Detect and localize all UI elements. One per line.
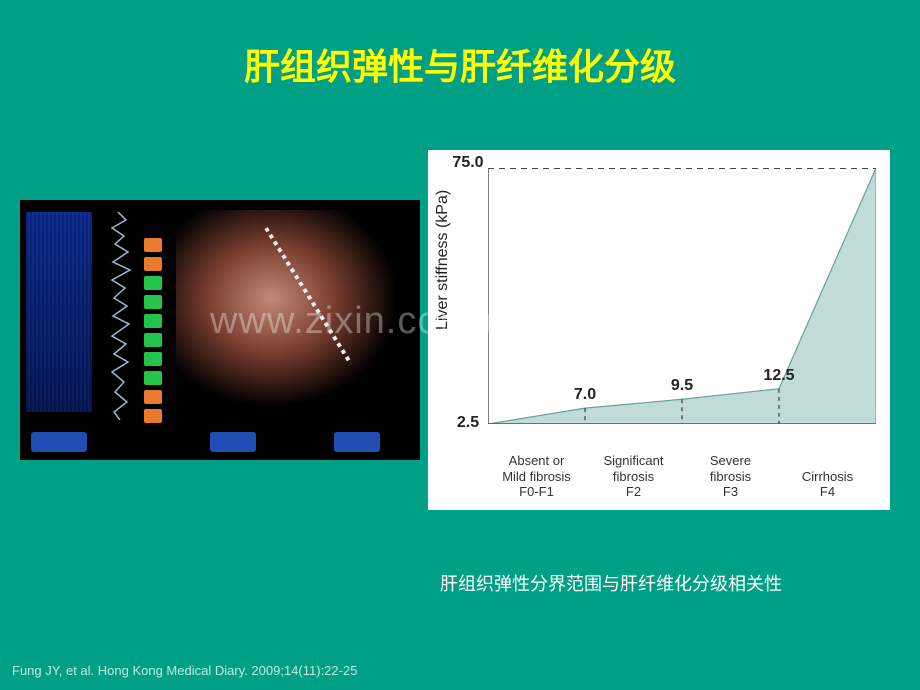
us-bar <box>144 352 162 366</box>
chart-category-label: SeverefibrosisF3 <box>686 453 775 500</box>
chart-value-label: 75.0 <box>452 154 483 172</box>
chart-value-label: 2.5 <box>457 414 479 432</box>
us-probe-line <box>264 227 352 365</box>
us-grain-image <box>26 212 92 412</box>
slide-caption: 肝组织弹性分界范围与肝纤维化分级相关性 <box>440 570 782 596</box>
us-bar <box>144 238 162 252</box>
us-trace <box>98 212 138 420</box>
ultrasound-panel <box>20 200 420 460</box>
chart-category-label: CirrhosisF4 <box>783 469 872 500</box>
chart-value-label: 7.0 <box>574 386 596 404</box>
us-bars <box>144 208 170 452</box>
us-bar <box>144 276 162 290</box>
us-elastogram <box>176 210 414 432</box>
us-bar <box>144 257 162 271</box>
us-button-a <box>31 432 87 452</box>
slide-title: 肝组织弹性与肝纤维化分级 <box>0 0 920 90</box>
chart-category-label: SignificantfibrosisF2 <box>589 453 678 500</box>
content-row: Liver stiffness (kPa) 75.0 2.5 7.0 Absent o… <box>0 90 920 510</box>
chart-category-label: Absent orMild fibrosisF0-F1 <box>492 453 581 500</box>
us-bar <box>144 333 162 347</box>
us-bar <box>144 295 162 309</box>
chart-value-label: 9.5 <box>671 377 693 395</box>
us-button-c <box>334 432 380 452</box>
us-elasto-col <box>176 208 414 452</box>
chart-ylabel: Liver stiffness (kPa) <box>434 190 452 330</box>
us-bar <box>144 409 162 423</box>
us-button-b <box>210 432 256 452</box>
us-bar <box>144 314 162 328</box>
citation: Fung JY, et al. Hong Kong Medical Diary.… <box>12 663 357 678</box>
us-grain-col <box>26 208 92 452</box>
us-bar <box>144 371 162 385</box>
stiffness-chart: Liver stiffness (kPa) 75.0 2.5 7.0 Absent o… <box>428 150 890 510</box>
chart-value-label: 12.5 <box>763 367 794 385</box>
us-bar <box>144 390 162 404</box>
us-btn-row <box>176 432 414 452</box>
